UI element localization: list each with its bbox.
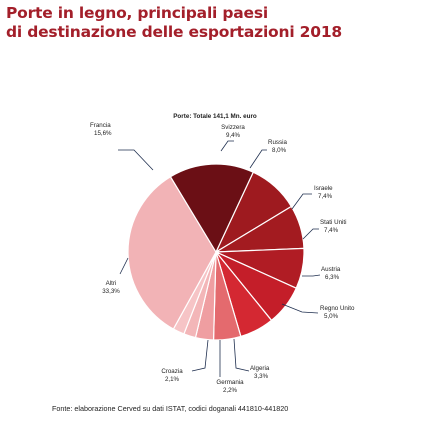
pie-slice-francia: [169, 163, 254, 254]
chart-total-label: Porte: Totale 141,1 Mn. euro: [173, 113, 257, 120]
slice-value-regno-unito: 5,0%: [324, 313, 339, 320]
leader-line-stati-uniti: [302, 228, 319, 240]
slice-value-germania: 2,2%: [223, 387, 238, 394]
pie-slice-altri: [127, 175, 217, 330]
slice-value-austria: 6,3%: [325, 274, 340, 281]
leader-line-francia: [118, 149, 154, 171]
slice-label-svizzera: Svizzera: [221, 124, 245, 131]
leader-line-croazia: [191, 339, 209, 372]
slice-value-francia: 15,6%: [94, 130, 112, 137]
slice-value-stati-uniti: 7,4%: [324, 227, 339, 234]
slice-label-russia: Russia: [268, 139, 287, 146]
slice-label-germania: Germania: [216, 379, 244, 386]
leader-line-austria: [302, 274, 321, 277]
slice-value-altri: 33,3%: [102, 288, 120, 295]
slice-value-russia: 8,0%: [272, 147, 287, 154]
leader-line-svizzera: [220, 140, 234, 152]
chart-title: Porte in legno, principali paesi di dest…: [6, 4, 442, 42]
slice-label-stati-uniti: Stati Uniti: [320, 219, 346, 226]
slice-value-israele: 7,4%: [318, 193, 333, 200]
leader-line-regno-unito: [281, 303, 319, 314]
slice-value-croazia: 2,1%: [165, 376, 180, 383]
slice-label-francia: Francia: [90, 122, 111, 129]
slice-label-israele: Israele: [314, 185, 333, 192]
slice-label-algeria: Algeria: [250, 365, 270, 372]
slice-label-croazia: Croazia: [161, 368, 183, 375]
leader-line-russia: [249, 149, 267, 169]
chart-title-line-1: Porte in legno, principali paesi: [6, 4, 268, 22]
leader-line-altri: [119, 257, 129, 275]
source-note: Fonte: elaborazione Cerved su dati ISTAT…: [52, 404, 289, 413]
slice-value-algeria: 3,3%: [254, 373, 269, 380]
slice-label-austria: Austria: [321, 266, 341, 273]
leader-line-israele: [291, 193, 312, 210]
chart-title-line-2: di destinazione delle esportazioni 2018: [6, 23, 342, 41]
leader-line-algeria: [233, 338, 250, 372]
slice-label-regno-unito: Regno Unito: [320, 305, 355, 312]
slice-value-svizzera: 9,4%: [226, 132, 241, 139]
slice-label-altri: Altri: [106, 280, 117, 287]
